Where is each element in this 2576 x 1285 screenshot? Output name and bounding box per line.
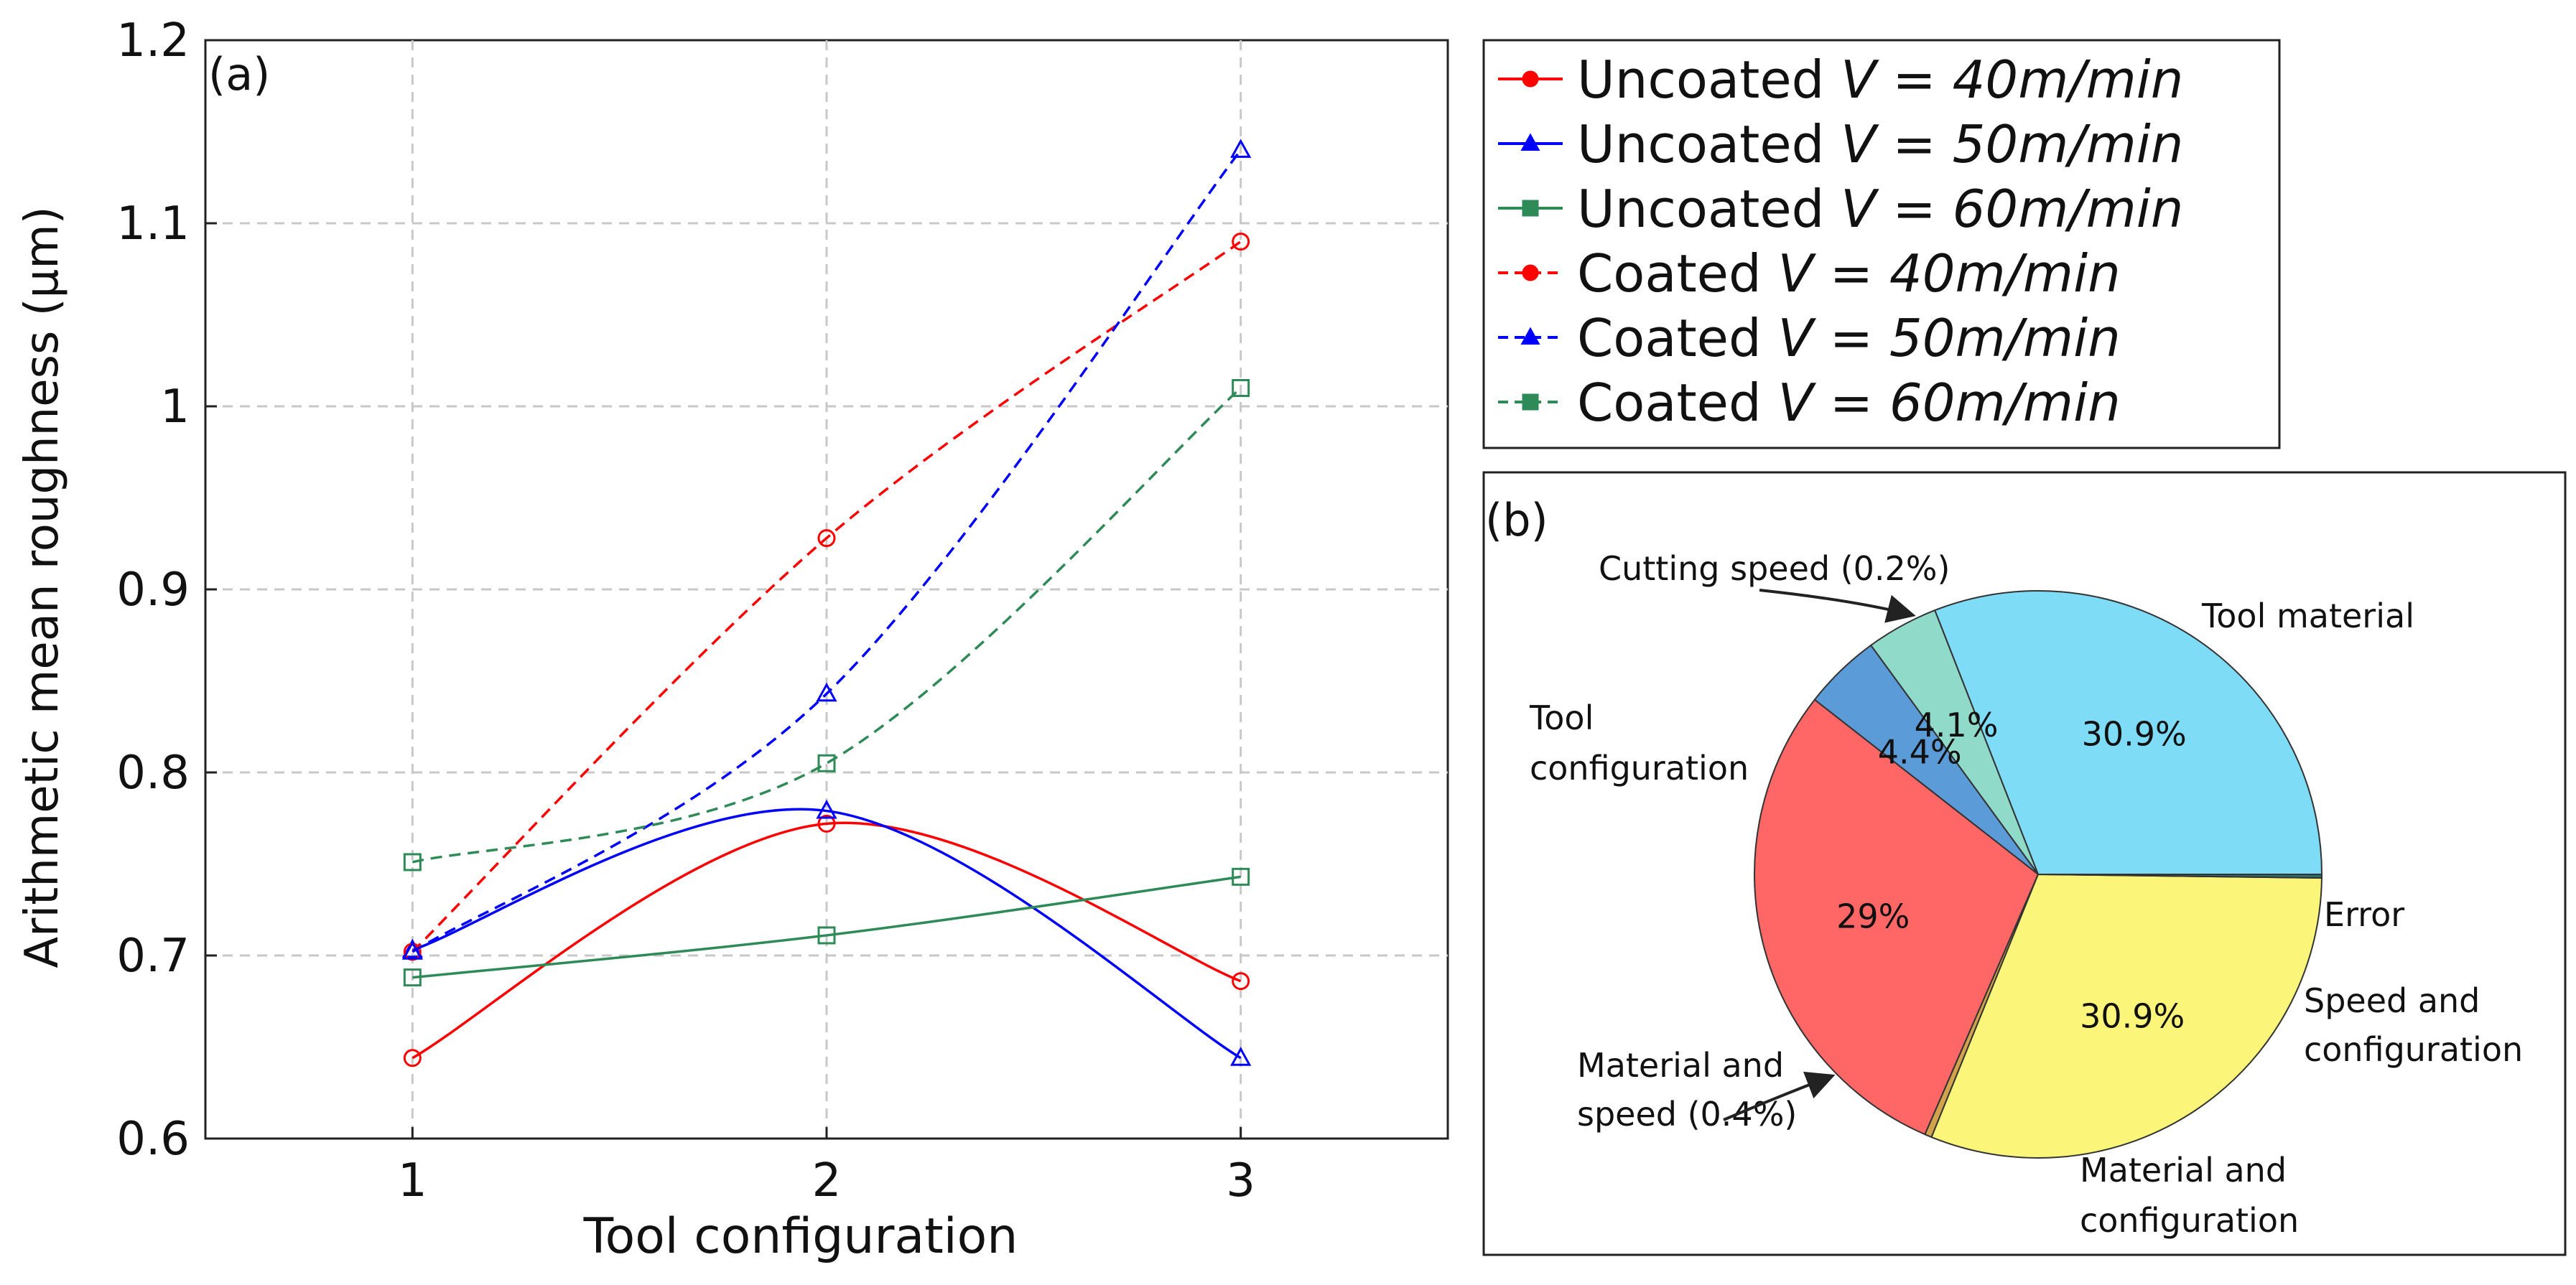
- legend-label: Coated V = 40m/min: [1577, 243, 2121, 304]
- label-speed-config-2: configuration: [2304, 1030, 2523, 1069]
- x-tick-label: 3: [1226, 1154, 1255, 1207]
- legend-marker: [1520, 133, 1540, 151]
- legend-frame: [1482, 39, 2281, 449]
- y-tick-label: 0.9: [116, 564, 190, 617]
- series-5: [401, 139, 1252, 960]
- label-mat-speed-1: Material and: [1577, 1046, 1784, 1085]
- legend-marker: [1522, 70, 1539, 88]
- legend-entry: Coated V = 60m/min: [1498, 373, 2121, 433]
- y-tick-labels: 0.6 0.7 0.8 0.9 1 1.1 1.2: [116, 14, 190, 1166]
- data-point: [817, 926, 836, 945]
- data-point: [816, 799, 837, 819]
- x-tick-label: 1: [398, 1154, 427, 1207]
- data-point: [1232, 379, 1250, 397]
- pie-slice: [2037, 874, 2323, 879]
- label-mat-config-1: Material and: [2080, 1151, 2287, 1190]
- label-mat-speed-2: speed (0.4%): [1577, 1095, 1797, 1134]
- data-point: [817, 529, 836, 548]
- legend-label: Uncoated V = 60m/min: [1577, 179, 2183, 239]
- label-mat-config-2: configuration: [2080, 1201, 2299, 1240]
- slice-label: 30.9%: [2080, 996, 2185, 1035]
- pie-slice: [1933, 590, 2323, 875]
- series-line: [411, 808, 1242, 1060]
- legend-entry: Uncoated V = 60m/min: [1498, 179, 2183, 239]
- pie-slice: [1753, 698, 2040, 1136]
- label-tool-material: Tool material: [2201, 597, 2414, 635]
- data-point: [403, 853, 422, 872]
- panel-label-a: (a): [208, 48, 270, 101]
- legend-entry: Coated V = 40m/min: [1498, 243, 2121, 304]
- data-point: [1232, 972, 1250, 991]
- label-tool-config-1: Tool: [1529, 698, 1594, 737]
- slice-label: 30.9%: [2082, 714, 2187, 753]
- legend-label: Uncoated V = 50m/min: [1577, 114, 2183, 174]
- panel-label-b: (b): [1485, 494, 1548, 546]
- data-point: [1230, 1047, 1252, 1066]
- series-line: [412, 875, 1241, 979]
- pie-inner-labels: 30.9% 4.1%4.4% 29% 30.9%: [1836, 706, 2187, 1035]
- slice-label: 4.1%: [1915, 706, 1999, 744]
- data-point: [817, 754, 836, 772]
- series-layer: [401, 139, 1252, 1067]
- series-6: [403, 379, 1250, 872]
- line-chart-panel: 0.6 0.7 0.8 0.9 1 1.1 1.2 1 2 3 (a) Tool configu…: [16, 14, 1449, 1265]
- y-tick-label: 1.1: [116, 197, 190, 251]
- data-point: [1230, 139, 1252, 158]
- legend-label: Coated V = 60m/min: [1577, 373, 2121, 433]
- series-line: [411, 387, 1242, 864]
- y-axis-label: Arithmetic mean roughness (μm): [16, 206, 69, 968]
- y-tick-label: 1.2: [116, 14, 190, 67]
- x-tick-labels: 1 2 3: [398, 1154, 1255, 1207]
- pie-slice: [1930, 873, 2322, 1159]
- legend-marker: [1520, 327, 1540, 345]
- material-speed-arrow: [1723, 1071, 1836, 1121]
- legend-entry: Uncoated V = 40m/min: [1498, 50, 2183, 110]
- legend-marker: [1522, 264, 1539, 281]
- x-axis-label: Tool configuration: [583, 1208, 1018, 1265]
- series-1: [403, 814, 1250, 1067]
- series-3: [403, 867, 1250, 987]
- legend-entry: Coated V = 50m/min: [1498, 308, 2121, 368]
- label-speed-config-1: Speed and: [2304, 981, 2480, 1020]
- pie-chart-panel: (b) 30.9%4.1%4.4%29%30.9% Tool material …: [1482, 471, 2567, 1256]
- x-tick-label: 2: [812, 1154, 842, 1207]
- data-point: [1232, 233, 1250, 251]
- y-tick-label: 0.6: [116, 1113, 190, 1166]
- legend-entry: Uncoated V = 50m/min: [1498, 114, 2183, 174]
- label-error: Error: [2324, 895, 2404, 934]
- slice-label: 4.4%: [1878, 733, 1962, 772]
- vertical-gridlines: [411, 40, 1242, 1139]
- series-line: [411, 240, 1242, 953]
- cutting-speed-arrow: [1759, 589, 1916, 623]
- data-point: [817, 814, 836, 833]
- series-line: [411, 149, 1242, 953]
- series-line: [411, 821, 1242, 1060]
- data-point: [403, 968, 422, 987]
- legend-label: Coated V = 50m/min: [1577, 308, 2121, 368]
- y-tick-label: 0.7: [116, 930, 190, 983]
- series-4: [403, 233, 1250, 961]
- data-point: [1232, 867, 1250, 886]
- y-tick-label: 1: [160, 380, 190, 434]
- data-point: [403, 1049, 422, 1067]
- slice-label: 29%: [1836, 897, 1910, 935]
- data-point: [401, 940, 423, 960]
- legend-marker: [1522, 200, 1539, 217]
- data-point: [816, 682, 837, 702]
- legend-label: Uncoated V = 40m/min: [1577, 50, 2183, 110]
- legend-marker: [1522, 393, 1539, 411]
- y-tick-label: 0.8: [116, 747, 190, 800]
- label-cutting-speed: Cutting speed (0.2%): [1599, 549, 1950, 588]
- pie-slices: [1753, 590, 2323, 1159]
- label-tool-config-2: configuration: [1530, 749, 1749, 788]
